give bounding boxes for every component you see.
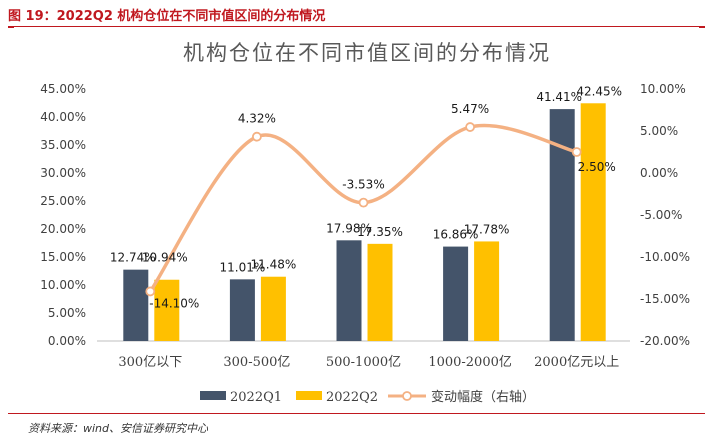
data-labels: 12.74%10.94% 11.01%11.48% 17.98%17.35% 16.8… <box>110 84 622 310</box>
change-point <box>465 122 476 132</box>
right-tick-label: 10.00% <box>640 82 686 96</box>
bar-2022q1 <box>336 240 362 341</box>
chart: 机构仓位在不同市值区间的分布情况 0.00% 5.00% 10.00% 15.00% 2… <box>40 41 690 405</box>
change-point <box>571 147 582 157</box>
source-note: 资料来源：wind、安信证券研究中心 <box>28 422 209 435</box>
legend-swatch-2022q2 <box>296 391 322 400</box>
line-value-label: 5.47% <box>451 102 489 116</box>
left-tick-label: 15.00% <box>40 250 86 264</box>
bar-value-label: 42.45% <box>576 84 622 98</box>
line-value-label: 2.50% <box>578 160 616 174</box>
bar-value-label: 17.78% <box>464 222 510 236</box>
right-tick-label: -5.00% <box>640 208 682 222</box>
line-value-label: 4.32% <box>238 112 276 126</box>
left-tick-label: 0.00% <box>48 334 86 348</box>
category-labels: 300亿以下 300-500亿 500-1000亿 1000-2000亿 2000亿元以… <box>118 355 619 370</box>
bar-2022q1 <box>229 279 255 341</box>
bar-series <box>123 103 606 341</box>
bar-2022q2 <box>154 279 180 341</box>
left-tick-label: 5.00% <box>48 306 86 320</box>
right-tick-label: 5.00% <box>640 124 678 138</box>
category-label: 500-1000亿 <box>326 355 401 370</box>
bar-value-label: 17.35% <box>357 225 403 239</box>
bar-2022q2 <box>474 241 500 341</box>
right-tick-label: 0.00% <box>640 166 678 180</box>
category-label: 1000-2000亿 <box>428 355 512 370</box>
line-value-label: -14.10% <box>149 296 199 310</box>
right-axis: -20.00% -15.00% -10.00% -5.00% 0.00% 5.00% 10.… <box>640 82 690 348</box>
change-point <box>251 131 262 142</box>
change-line <box>148 123 579 294</box>
line-value-label: -3.53% <box>342 178 384 192</box>
bar-value-label: 11.01% <box>220 260 266 274</box>
bar-value-label: 41.41% <box>536 90 582 104</box>
bar-2022q2 <box>367 243 393 341</box>
footer-rule <box>8 413 705 414</box>
header-tick-right <box>699 26 705 28</box>
left-tick-label: 30.00% <box>40 166 86 180</box>
left-tick-label: 40.00% <box>40 110 86 124</box>
category-label: 2000亿元以上 <box>534 355 619 370</box>
figure-label: 图 19：2022Q2 机构仓位在不同市值区间的分布情况 <box>8 9 326 24</box>
bar-2022q1 <box>443 246 469 341</box>
header-tick-left <box>8 26 14 28</box>
bar-value-label: 17.98% <box>326 221 372 235</box>
bar-value-label: 10.94% <box>142 251 188 265</box>
left-tick-label: 25.00% <box>40 194 86 208</box>
right-tick-label: -15.00% <box>640 292 690 306</box>
legend-label: 变动幅度（右轴） <box>431 389 535 405</box>
legend-swatch-2022q1 <box>200 391 226 400</box>
change-point <box>358 197 369 208</box>
bar-value-label: 16.86% <box>433 228 479 242</box>
line-series <box>145 122 582 297</box>
bar-value-label: 11.48% <box>251 258 297 272</box>
chart-title: 机构仓位在不同市值区间的分布情况 <box>183 41 551 65</box>
left-tick-label: 35.00% <box>40 138 86 152</box>
legend-label: 2022Q1 <box>230 390 282 405</box>
bar-2022q2 <box>580 103 606 341</box>
left-tick-label: 20.00% <box>40 222 86 236</box>
legend: 2022Q1 2022Q2 变动幅度（右轴） <box>200 389 535 405</box>
figure-header: 图 19：2022Q2 机构仓位在不同市值区间的分布情况 <box>8 4 705 27</box>
legend-label: 2022Q2 <box>326 390 378 405</box>
change-point <box>145 286 156 297</box>
left-tick-label: 10.00% <box>40 278 86 292</box>
category-label: 300亿以下 <box>118 355 182 370</box>
left-tick-label: 45.00% <box>40 82 86 96</box>
right-tick-label: -10.00% <box>640 250 690 264</box>
category-label: 300-500亿 <box>223 355 290 370</box>
right-tick-label: -20.00% <box>640 334 690 348</box>
left-axis: 0.00% 5.00% 10.00% 15.00% 20.00% 25.00% 30.00%… <box>40 82 630 348</box>
bar-value-label: 12.74% <box>110 251 156 265</box>
legend-swatch-marker <box>402 391 412 401</box>
bar-2022q2 <box>260 276 286 341</box>
bar-2022q1 <box>123 269 149 341</box>
